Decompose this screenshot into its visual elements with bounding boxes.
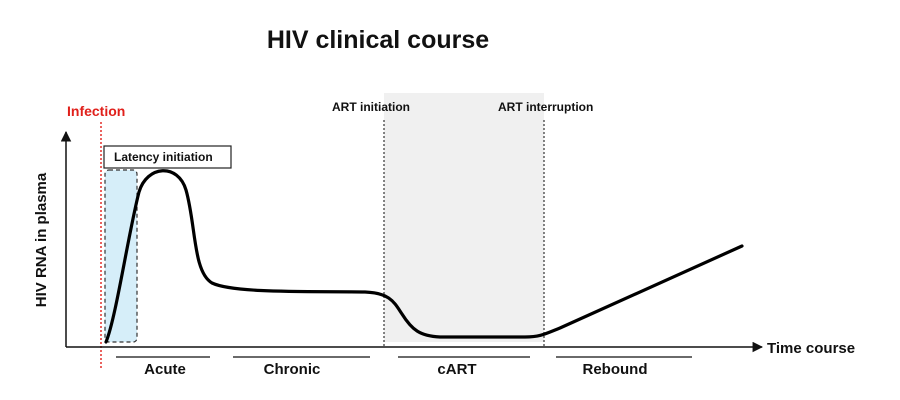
latency-label-box xyxy=(103,145,232,169)
art-initiation-label: ART initiation xyxy=(332,100,410,114)
y-axis-label: HIV RNA in plasma xyxy=(33,172,50,307)
phase-acute-label: Acute xyxy=(144,361,186,378)
x-axis-label: Time course xyxy=(767,340,855,357)
infection-label: Infection xyxy=(67,103,125,119)
latency-window xyxy=(104,169,138,343)
diagram-title: HIV clinical course xyxy=(267,26,489,54)
phase-cart-label: cART xyxy=(437,361,476,378)
viral-load-curve xyxy=(104,169,744,344)
latency-label: Latency initiation xyxy=(114,150,213,164)
cart-shaded-region xyxy=(384,93,544,342)
phase-chronic-label: Chronic xyxy=(264,361,321,378)
phase-rebound-label: Rebound xyxy=(583,361,648,378)
art-interruption-label: ART interruption xyxy=(498,100,593,114)
